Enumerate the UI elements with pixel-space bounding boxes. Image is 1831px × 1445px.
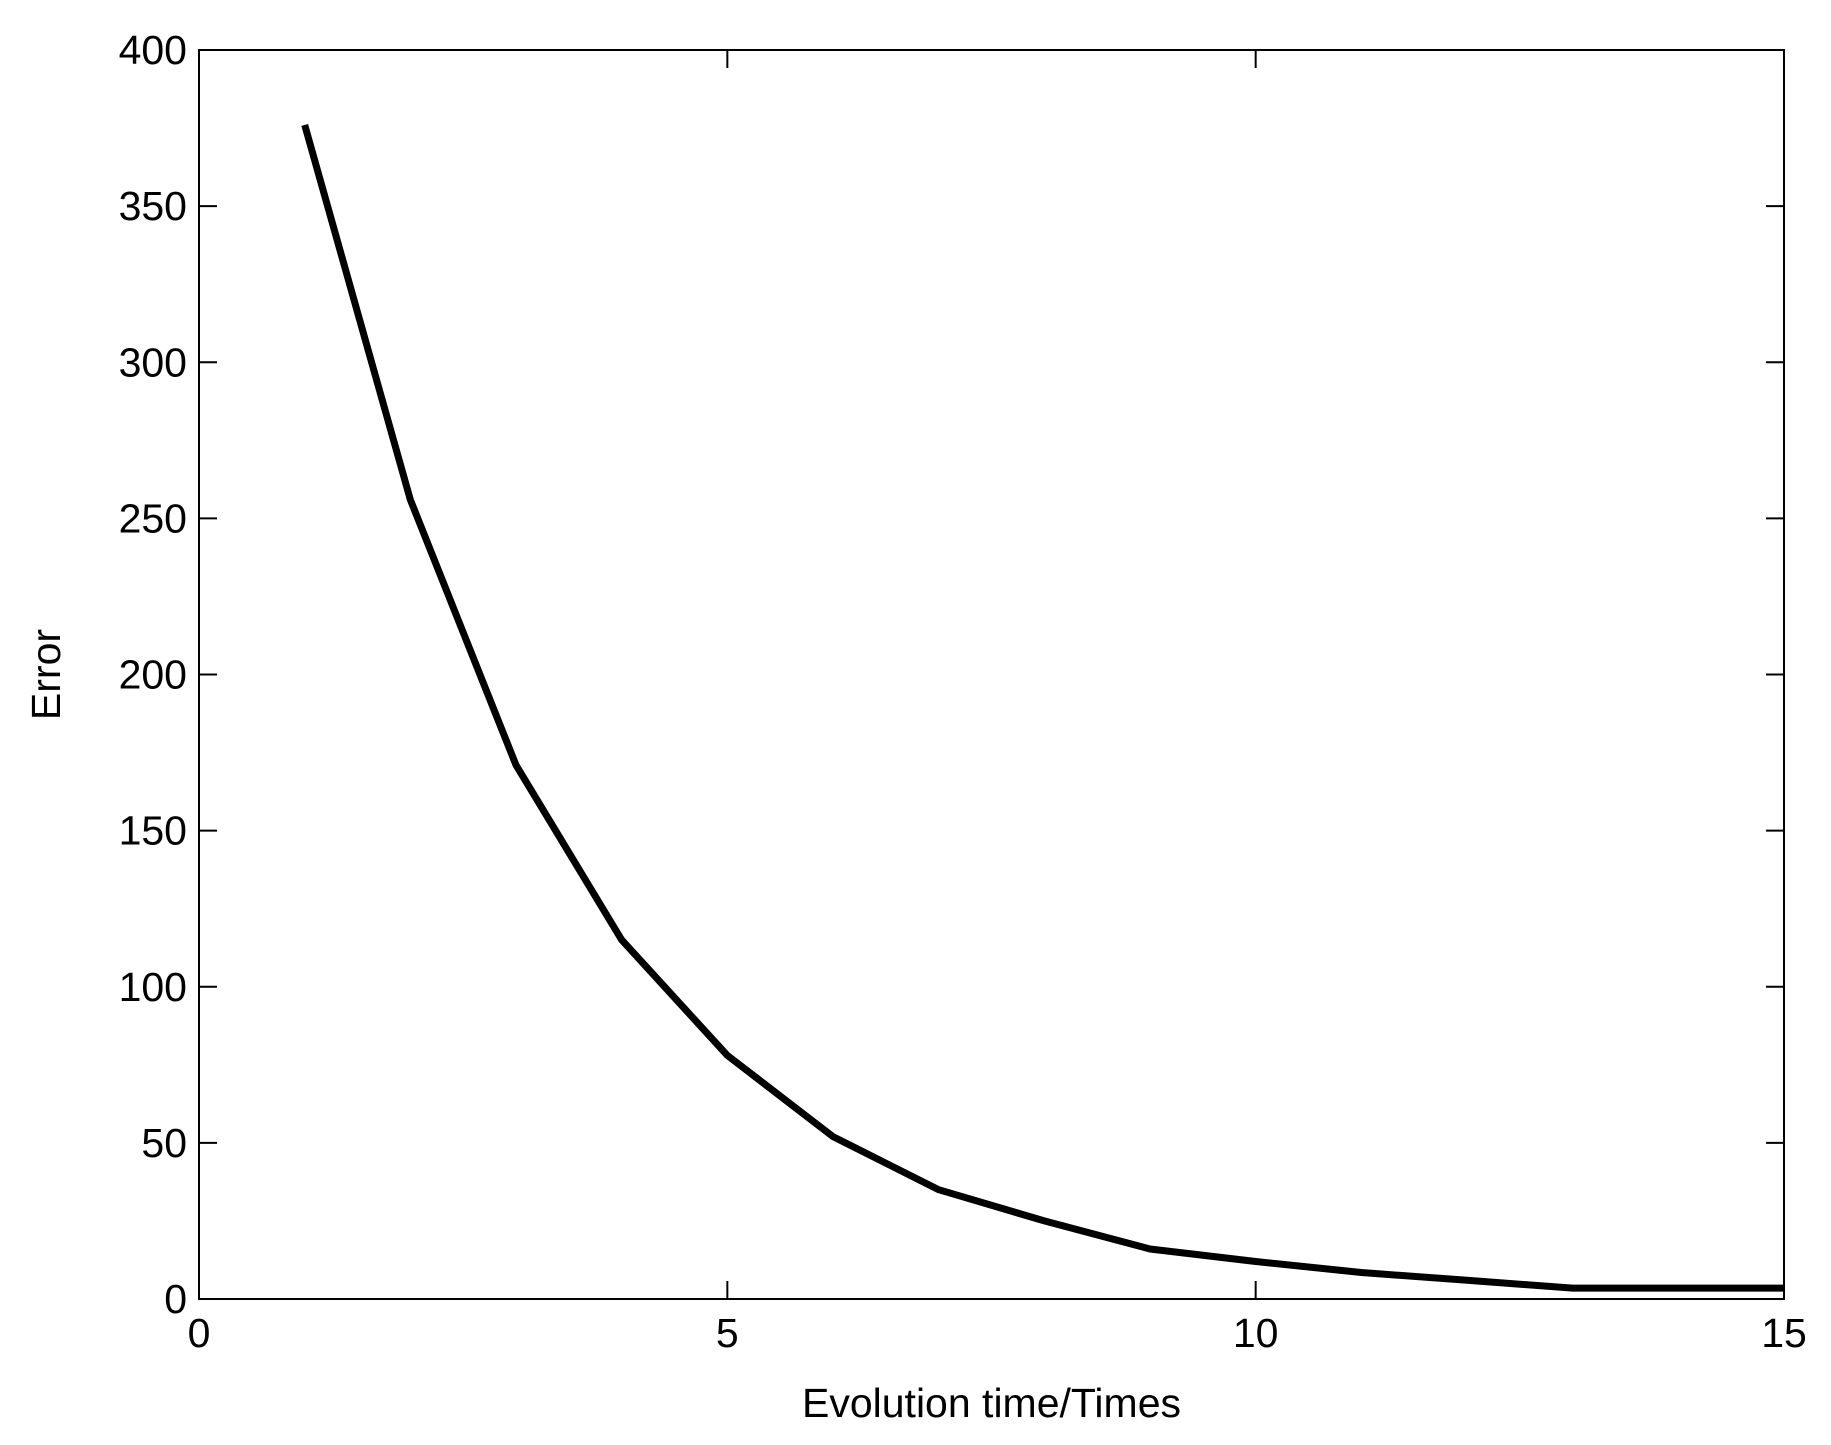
axes-box — [198, 49, 1785, 1300]
y-tick-label: 200 — [119, 652, 187, 698]
x-tick-label: 15 — [1761, 1310, 1807, 1356]
series-line — [301, 123, 1784, 1292]
y-axis-label: Error — [23, 629, 69, 720]
x-axis-label: Evolution time/Times — [802, 1380, 1181, 1426]
x-tick-label: 5 — [716, 1310, 739, 1356]
y-tick-label: 350 — [119, 183, 187, 229]
y-tick-label: 150 — [119, 808, 187, 854]
y-tick-label: 400 — [119, 27, 187, 73]
y-tick-label: 0 — [164, 1276, 187, 1322]
y-tick-label: 100 — [119, 964, 187, 1010]
y-tick-label: 250 — [119, 495, 187, 541]
x-tick-label: 0 — [188, 1310, 211, 1356]
x-tick-label: 10 — [1233, 1310, 1279, 1356]
series-layer — [301, 123, 1784, 1292]
y-tick-label: 50 — [141, 1120, 187, 1166]
y-tick-label: 300 — [119, 339, 187, 385]
